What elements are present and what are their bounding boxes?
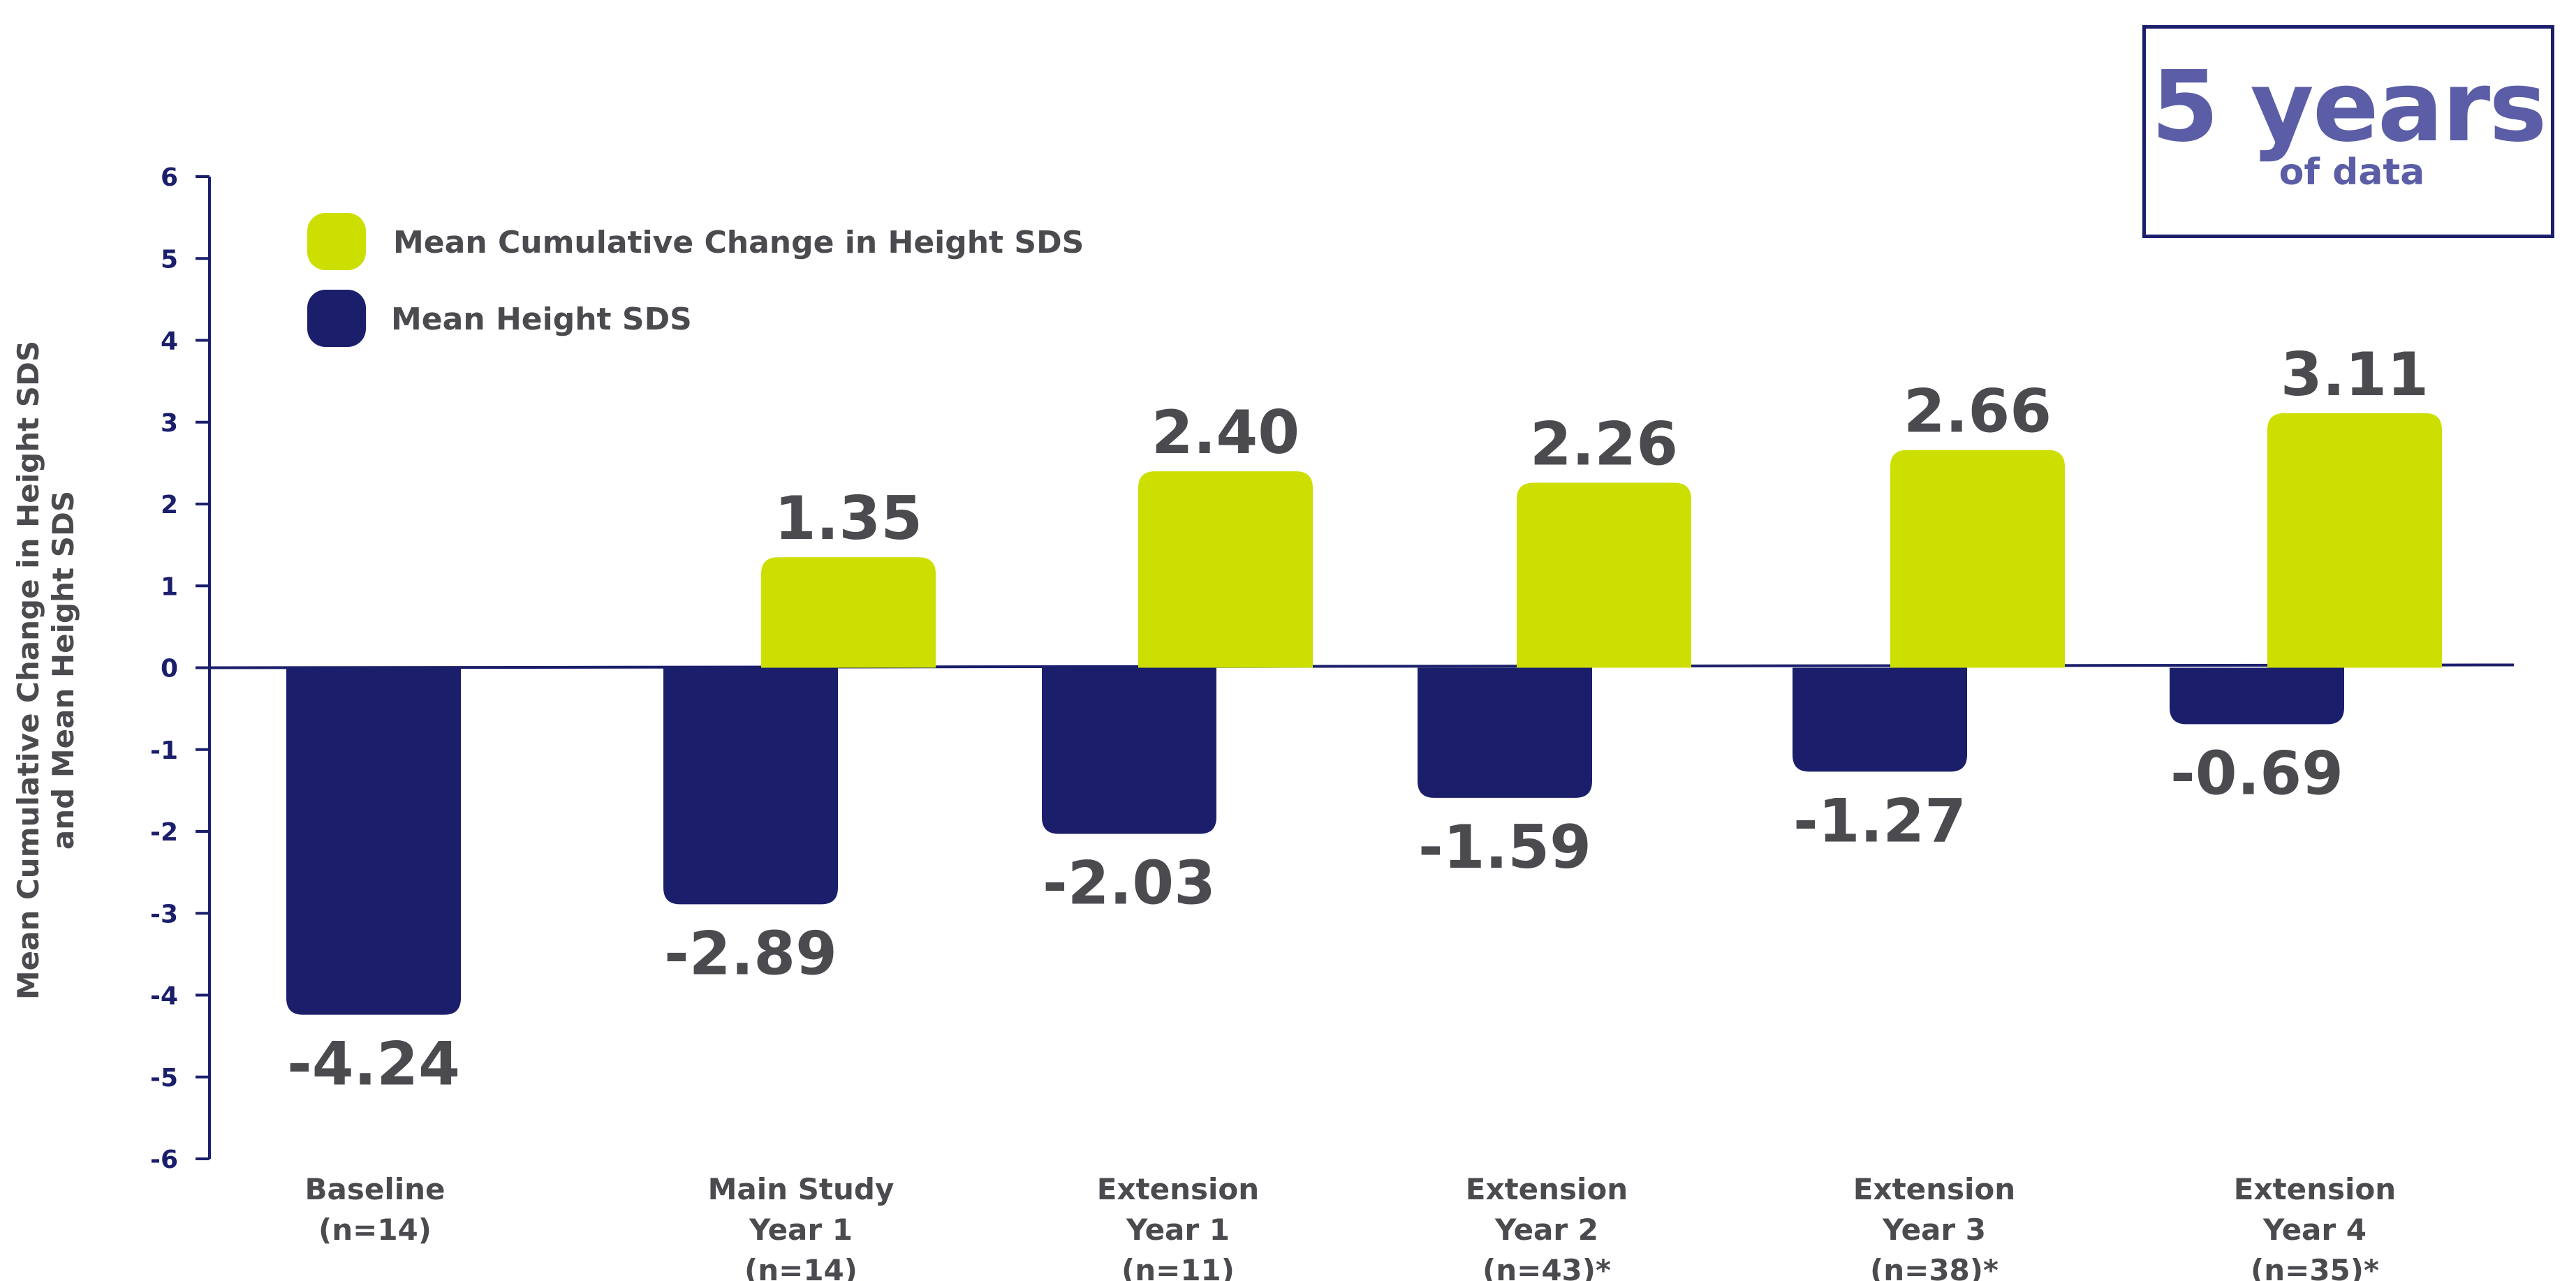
x-category-label: Main Study: [708, 1172, 895, 1206]
change-bar: [1890, 450, 2065, 668]
x-category-label: (n=38)*: [1870, 1253, 1999, 1281]
x-category-label: (n=35)*: [2251, 1253, 2379, 1281]
y-tick-label: 1: [161, 572, 178, 601]
change-data-label: 1.35: [774, 484, 922, 554]
change-data-label: 3.11: [2281, 340, 2429, 410]
x-category-label: Year 1: [749, 1213, 853, 1247]
y-tick-label: -3: [150, 900, 178, 928]
y-tick-label: -4: [150, 982, 178, 1011]
y-tick-label: 3: [161, 409, 178, 438]
change-data-label: 2.40: [1151, 398, 1300, 468]
change-bar: [761, 557, 936, 668]
x-category-label: (n=14): [744, 1253, 858, 1281]
height-bar: [1793, 667, 1967, 772]
x-category-label: Extension: [1097, 1172, 1259, 1206]
badge-subtitle: of data: [2279, 151, 2425, 193]
y-tick-label: 0: [161, 655, 178, 683]
x-category-label: Year 2: [1494, 1213, 1598, 1247]
y-tick-label: 2: [161, 491, 178, 519]
legend-swatch-change: [307, 213, 366, 270]
height-bar: [663, 667, 838, 905]
height-bar: [1042, 667, 1216, 834]
x-category-label: (n=11): [1121, 1253, 1235, 1281]
height-data-label: -1.59: [1418, 813, 1591, 882]
y-tick-label: -6: [150, 1146, 178, 1174]
y-tick-label: -1: [150, 736, 178, 765]
change-data-label: 2.26: [1530, 410, 1678, 480]
height-data-label: -0.69: [2170, 739, 2343, 808]
x-category-label: Extension: [1466, 1172, 1628, 1206]
x-category-label: Year 3: [1882, 1213, 1986, 1247]
zero-line: [209, 663, 2515, 669]
height-bar: [286, 667, 461, 1015]
y-axis-label: Mean Cumulative Change in Height SDS: [11, 341, 45, 1000]
x-category-label: (n=14): [318, 1213, 432, 1247]
legend-label-change: Mean Cumulative Change in Height SDS: [393, 225, 1084, 260]
y-tick-label: 5: [161, 245, 178, 274]
y-tick-label: -5: [150, 1064, 178, 1093]
y-tick-label: 6: [161, 163, 178, 192]
height-data-label: -2.89: [664, 919, 837, 988]
x-category-label: (n=43)*: [1482, 1253, 1611, 1281]
x-category-label: Extension: [1853, 1172, 2015, 1206]
change-data-label: 2.66: [1904, 377, 2052, 447]
y-tick-label: 4: [161, 327, 178, 356]
legend-label-height: Mean Height SDS: [391, 302, 692, 337]
x-category-label: Year 4: [2262, 1213, 2367, 1247]
x-category-label: Extension: [2234, 1172, 2396, 1206]
five-years-badge: 5 years of data: [2142, 25, 2554, 238]
height-data-label: -2.03: [1043, 849, 1216, 919]
height-bar: [1418, 667, 1592, 798]
height-data-label: -1.27: [1793, 786, 1966, 856]
change-bar: [2267, 413, 2442, 668]
height-data-label: -4.24: [287, 1030, 460, 1099]
badge-title: 5 years: [2151, 50, 2547, 164]
legend-swatch-height: [307, 290, 366, 347]
x-category-label: Year 1: [1126, 1213, 1230, 1247]
y-tick-label: -2: [150, 818, 178, 847]
y-axis-label: and Mean Height SDS: [46, 491, 80, 850]
height-bar: [2170, 667, 2344, 725]
change-bar: [1138, 471, 1313, 668]
change-bar: [1517, 482, 1691, 668]
x-category-label: Baseline: [304, 1172, 445, 1206]
